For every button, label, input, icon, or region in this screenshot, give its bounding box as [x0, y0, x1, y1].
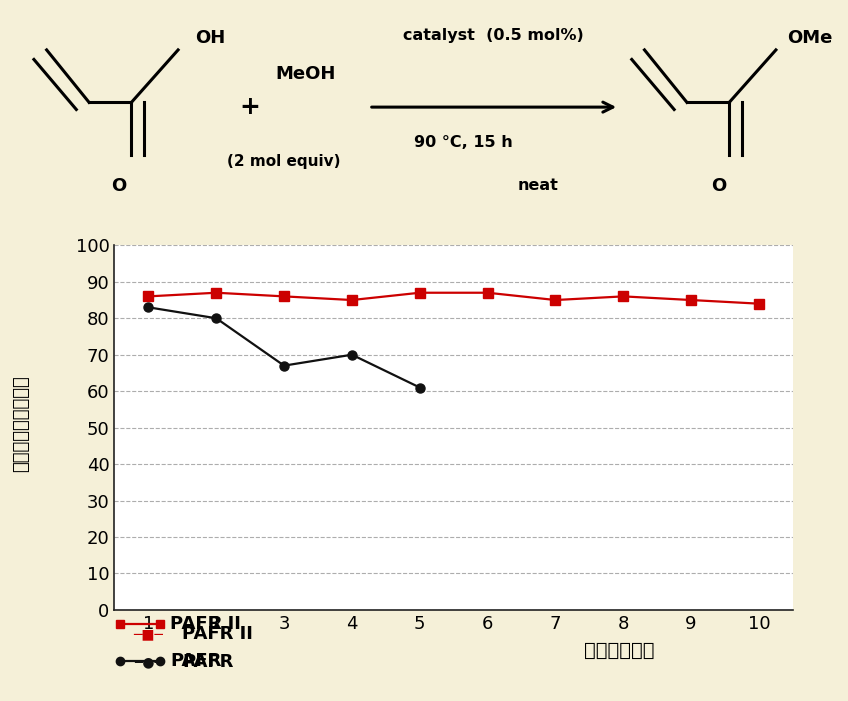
Text: 生成物の収率（％）: 生成物の収率（％） [12, 376, 31, 472]
Text: PAFR II: PAFR II [182, 625, 254, 644]
Text: MeOH: MeOH [275, 64, 336, 83]
Text: 触媒利用回数: 触媒利用回数 [583, 641, 655, 660]
Text: catalyst  (0.5 mol%): catalyst (0.5 mol%) [403, 28, 584, 43]
Text: O: O [111, 177, 126, 195]
Text: +: + [240, 95, 260, 119]
Text: O: O [711, 177, 726, 195]
Text: PAFR II: PAFR II [170, 615, 242, 633]
Text: 90 °C, 15 h: 90 °C, 15 h [415, 135, 513, 150]
Text: OH: OH [195, 29, 226, 47]
Text: ─■─: ─■─ [133, 627, 164, 641]
Text: PAFR: PAFR [170, 652, 222, 670]
Text: neat: neat [518, 178, 559, 193]
Text: (2 mol equiv): (2 mol equiv) [227, 154, 341, 170]
Text: ─●─: ─●─ [134, 655, 163, 669]
Text: OMe: OMe [787, 29, 833, 47]
Text: PAFR: PAFR [182, 653, 234, 672]
